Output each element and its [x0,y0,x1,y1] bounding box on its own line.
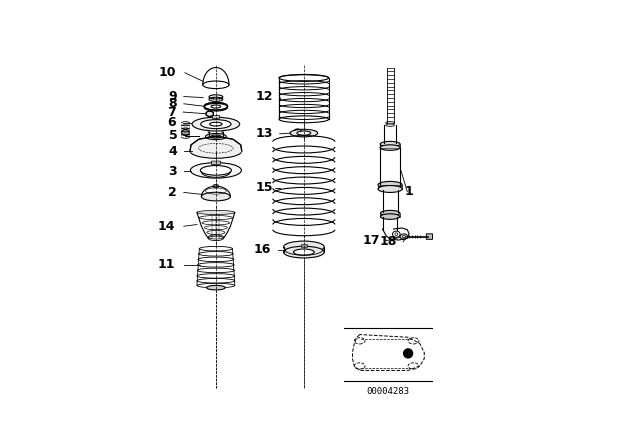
Bar [212,115,220,117]
Ellipse shape [192,117,240,131]
Text: 3: 3 [168,164,177,177]
Text: 13: 13 [255,127,273,140]
Ellipse shape [380,145,400,151]
Text: 9: 9 [168,90,177,103]
Ellipse shape [212,185,219,188]
Ellipse shape [297,131,311,135]
Text: 2: 2 [168,186,177,199]
Text: 7: 7 [167,106,175,119]
Ellipse shape [284,241,324,253]
Text: 4: 4 [168,145,177,158]
Ellipse shape [290,129,317,137]
Ellipse shape [200,165,232,175]
Text: 8: 8 [168,97,177,110]
Text: 16: 16 [253,243,271,256]
Text: 1: 1 [405,185,413,198]
Text: 18: 18 [380,235,397,248]
Ellipse shape [284,246,324,258]
Ellipse shape [201,120,231,129]
Ellipse shape [392,231,400,237]
Ellipse shape [400,234,408,239]
Ellipse shape [378,185,402,193]
Text: 6: 6 [167,116,175,129]
Ellipse shape [206,111,214,116]
Ellipse shape [205,134,226,140]
Ellipse shape [197,211,235,215]
FancyBboxPatch shape [426,234,433,239]
Ellipse shape [202,192,230,201]
Text: 17: 17 [362,234,380,247]
Text: 15: 15 [255,181,273,194]
Ellipse shape [386,124,395,126]
Ellipse shape [190,144,242,158]
Ellipse shape [207,285,225,290]
Ellipse shape [380,142,400,147]
Bar [301,244,307,247]
Text: 10: 10 [159,66,176,79]
Ellipse shape [190,163,241,178]
Text: 12: 12 [255,90,273,103]
Ellipse shape [380,214,400,220]
Ellipse shape [386,121,395,124]
Ellipse shape [378,181,402,188]
FancyBboxPatch shape [211,161,220,164]
Text: 11: 11 [158,258,175,271]
Ellipse shape [294,249,314,255]
Text: 14: 14 [158,220,175,233]
Ellipse shape [182,129,189,135]
Text: 5: 5 [169,129,178,142]
Ellipse shape [380,211,400,216]
Ellipse shape [221,132,224,133]
Ellipse shape [208,132,210,133]
